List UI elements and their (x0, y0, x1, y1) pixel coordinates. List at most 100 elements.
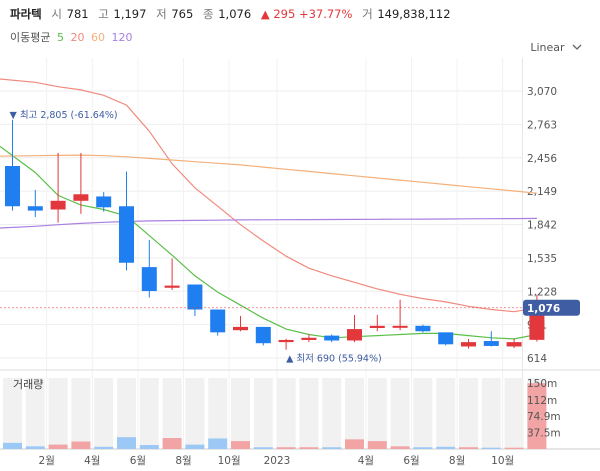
x-tick-label: 4월 (358, 455, 374, 467)
volume-bar (459, 447, 478, 449)
volume-bar-background (185, 378, 205, 449)
close-label: 종 (202, 7, 214, 21)
volume-bar (504, 447, 524, 449)
volume-bar (367, 441, 387, 449)
open-value: 781 (66, 7, 89, 21)
candle-body (187, 284, 203, 310)
volume-bar (208, 438, 228, 449)
candle-body (483, 341, 499, 346)
change-up-icon: ▲ (260, 7, 270, 21)
volume-bar (481, 447, 501, 449)
change-percent: +37.77% (298, 7, 353, 21)
x-tick-label: 6월 (403, 455, 419, 467)
x-tick-label: 4월 (84, 455, 100, 467)
volume-bar-background (345, 378, 364, 449)
volume-bar (48, 444, 68, 449)
candle-body (324, 335, 340, 341)
volume-bar-background (231, 378, 250, 449)
volume-bar-background (162, 378, 182, 449)
stock-header: 파라텍 시 781 고 1,197 저 765 종 1,076 ▲ 295 +3… (10, 6, 457, 22)
volume-bars (3, 378, 547, 449)
candle-body (415, 325, 431, 332)
volume-bar-background (208, 378, 228, 449)
volume-bar (299, 447, 319, 449)
price-tick-label: 1,535 (527, 253, 557, 265)
candle-body (278, 339, 294, 343)
candle-body (438, 332, 454, 345)
current-price-badge (523, 299, 580, 316)
volume-bar (231, 441, 250, 449)
close-value: 1,076 (218, 7, 252, 21)
volume-bar-background (253, 378, 273, 449)
volume-bar (71, 441, 91, 449)
volume-bar (139, 445, 159, 449)
volume-bar-background (459, 378, 478, 449)
candle-body (73, 194, 89, 201)
high-label: 고 (98, 7, 109, 21)
x-tick-label: 10월 (218, 455, 241, 467)
ma-60-line (0, 154, 537, 194)
price-tick-label: 2,456 (527, 153, 557, 165)
volume-bar (276, 447, 296, 449)
volume-bar-background (322, 378, 342, 449)
volume-bar (322, 447, 342, 449)
open-label: 시 (51, 7, 62, 21)
chevron-down-icon (572, 44, 582, 50)
volume-bar (94, 446, 114, 449)
candle-body (392, 325, 408, 328)
volume-tick-label: 74.9m (527, 411, 561, 423)
price-tick-label: 1,842 (527, 220, 557, 232)
price-tick-label: 1,228 (527, 286, 557, 298)
gridlines (0, 58, 522, 449)
volume-bar-background (25, 378, 45, 449)
low-value: 765 (171, 7, 194, 21)
price-tick-label: 2,763 (527, 119, 557, 131)
high-value: 1,197 (113, 7, 147, 21)
high-marker-label: ▼ 최고 2,805 (-61.64%) (10, 110, 118, 121)
candle-body (96, 196, 112, 208)
volume-bar (345, 439, 364, 449)
volume-tick-label: 150m (527, 378, 557, 390)
x-tick-label: 8월 (449, 455, 465, 467)
candle-body (461, 342, 476, 347)
low-marker-label: ▲ 최저 690 (55.94%) (286, 354, 382, 365)
volume-panel-title: 거래량 (13, 378, 44, 391)
ma-20-label: 20 (70, 31, 85, 44)
volume-bar-background (94, 378, 114, 449)
ma-20-line (0, 78, 538, 313)
volume-label: 거 (362, 7, 373, 21)
ma-60-label: 60 (90, 31, 105, 44)
stock-name: 파라텍 (10, 7, 42, 21)
candles (5, 119, 545, 350)
volume-bar (253, 447, 273, 449)
volume-tick-label: 37.5m (527, 428, 561, 440)
change-value: 295 (273, 7, 296, 21)
volume-bar-background (299, 378, 319, 449)
candle-body (301, 337, 317, 340)
volume-bar (390, 446, 410, 449)
volume-bar (162, 438, 182, 449)
current-price-label: 1,076 (527, 303, 560, 315)
volume-bar (117, 437, 136, 449)
volume-bar-background (413, 378, 433, 449)
volume-bar (527, 383, 547, 449)
volume-bar-background (436, 378, 456, 449)
low-label: 저 (156, 7, 167, 21)
x-tick-label: 6월 (130, 455, 146, 467)
moving-average-legend[interactable]: 이동평균 5 20 60 120 (10, 29, 135, 45)
x-tick-label: 2023 (264, 455, 291, 467)
scale-toggle-button[interactable]: Linear (530, 41, 582, 54)
price-tick-label: 2,149 (527, 186, 557, 198)
volume-bar-background (504, 378, 524, 449)
price-tick-label: 614 (527, 353, 547, 365)
candle-body (369, 325, 385, 328)
volume-bar-background (48, 378, 68, 449)
volume-bar-background (117, 378, 136, 449)
volume-bar-background (139, 378, 159, 449)
volume-bar-background (390, 378, 410, 449)
volume-bar-background (71, 378, 91, 449)
candle-body (27, 206, 43, 211)
price-tick-label: 3,070 (527, 86, 557, 98)
ma-120-label: 120 (111, 31, 133, 44)
